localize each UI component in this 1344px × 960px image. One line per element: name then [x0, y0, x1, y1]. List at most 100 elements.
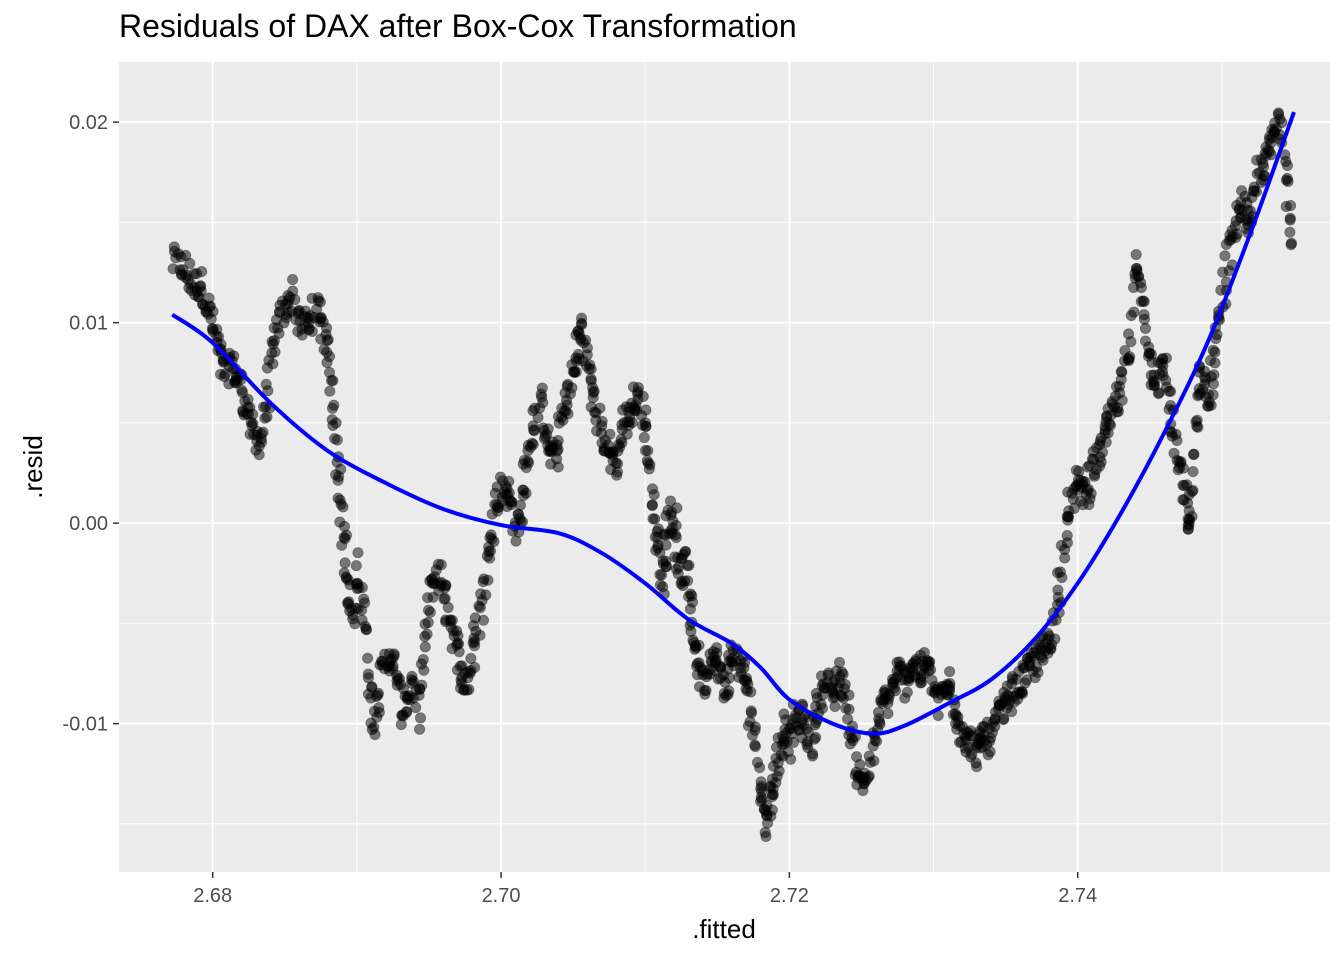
residual-point	[440, 579, 452, 591]
x-tick-label: 2.70	[482, 885, 521, 907]
residual-point	[1187, 465, 1199, 478]
residual-point	[446, 614, 458, 627]
residual-point	[373, 702, 385, 714]
residual-point	[1052, 584, 1064, 596]
residual-point	[1157, 353, 1169, 365]
residual-point	[551, 445, 563, 457]
residual-point	[1281, 159, 1294, 172]
residual-point	[236, 384, 248, 396]
residual-point	[480, 589, 492, 601]
residual-point	[646, 499, 658, 511]
residual-point	[347, 613, 359, 625]
residual-point	[1128, 306, 1140, 318]
residual-point	[1281, 172, 1293, 185]
residual-point	[753, 761, 766, 774]
residual-point	[843, 689, 855, 701]
residual-point	[889, 685, 902, 697]
residual-point	[327, 374, 339, 387]
residual-point	[273, 327, 285, 339]
residual-point	[522, 455, 534, 467]
residual-point	[289, 293, 301, 306]
residual-point	[604, 428, 616, 440]
residual-point	[414, 683, 426, 695]
residual-point	[657, 558, 670, 570]
residual-point	[267, 358, 279, 370]
residual-point	[770, 776, 782, 789]
residual-point	[1112, 405, 1125, 417]
residual-point	[422, 616, 434, 629]
residual-point	[1088, 468, 1100, 480]
residual-point	[372, 689, 384, 701]
residual-point	[1219, 250, 1231, 262]
residual-point	[660, 539, 672, 551]
residual-point	[1183, 514, 1195, 527]
residual-point	[1173, 462, 1186, 474]
residual-point	[350, 560, 362, 572]
residual-point	[984, 746, 996, 758]
residual-point	[1008, 696, 1020, 708]
residual-point	[1096, 446, 1109, 458]
residual-point	[1061, 537, 1074, 549]
residual-point	[442, 601, 454, 614]
residual-point	[463, 683, 475, 696]
residual-point	[665, 509, 677, 521]
residual-point	[542, 423, 554, 435]
residual-point	[997, 713, 1010, 726]
residual-point	[681, 575, 694, 587]
residual-point	[1100, 436, 1112, 448]
residual-point	[356, 581, 368, 594]
residual-point	[924, 664, 937, 676]
residual-point	[640, 404, 652, 416]
x-axis: 2.68 2.70 2.72 2.74	[193, 872, 1097, 907]
residual-point	[1062, 511, 1075, 523]
residual-point	[503, 475, 515, 487]
residual-point	[882, 707, 894, 720]
residual-point	[829, 700, 841, 713]
residual-point	[1082, 483, 1095, 495]
residual-point	[738, 662, 750, 674]
residual-point	[269, 346, 281, 358]
residual-point	[1284, 214, 1296, 226]
residual-point	[387, 660, 399, 672]
residual-point	[1205, 399, 1217, 411]
residual-point	[581, 342, 594, 354]
y-axis-title: .resid	[18, 435, 48, 499]
residual-point	[671, 502, 683, 514]
residual-point	[1209, 346, 1221, 358]
residual-point	[1115, 373, 1127, 386]
residual-point	[419, 641, 431, 653]
residual-point	[943, 685, 956, 697]
residual-point	[594, 402, 606, 414]
minor-gridlines	[119, 62, 1330, 872]
residual-point	[333, 470, 345, 483]
residual-point	[1258, 170, 1270, 182]
residual-point	[395, 718, 407, 731]
residual-point	[368, 721, 380, 733]
smooth-curve	[171, 111, 1296, 736]
residual-point	[352, 547, 364, 559]
residual-point	[570, 366, 582, 378]
residual-point	[410, 701, 422, 714]
x-tick-label: 2.68	[193, 885, 232, 907]
residual-point	[1274, 113, 1286, 125]
residual-point	[338, 531, 350, 543]
residual-point	[638, 431, 650, 444]
residual-point	[802, 726, 815, 738]
residual-point	[485, 529, 497, 541]
residual-point	[759, 826, 771, 839]
residual-point	[422, 604, 435, 616]
residual-points	[167, 107, 1298, 843]
residual-point	[837, 668, 849, 680]
residual-point	[1005, 705, 1018, 718]
residual-point	[854, 758, 866, 771]
residual-point	[184, 257, 196, 270]
residual-point	[642, 445, 654, 457]
residual-point	[971, 761, 983, 773]
residual-point	[313, 313, 326, 325]
residual-point	[453, 646, 465, 658]
residual-point	[1114, 387, 1126, 399]
residual-point	[324, 385, 336, 397]
chart-title: Residuals of DAX after Box-Cox Transform…	[119, 8, 797, 44]
residual-point	[767, 788, 780, 801]
y-tick-label: 0.02	[69, 112, 108, 134]
